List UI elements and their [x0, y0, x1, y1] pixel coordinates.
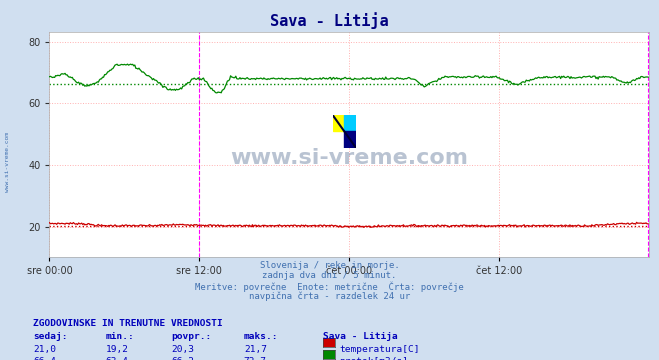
Text: zadnja dva dni / 5 minut.: zadnja dva dni / 5 minut. — [262, 271, 397, 280]
Text: www.si-vreme.com: www.si-vreme.com — [5, 132, 11, 192]
Text: Sava - Litija: Sava - Litija — [270, 13, 389, 30]
Text: ZGODOVINSKE IN TRENUTNE VREDNOSTI: ZGODOVINSKE IN TRENUTNE VREDNOSTI — [33, 319, 223, 328]
Text: www.si-vreme.com: www.si-vreme.com — [230, 148, 469, 168]
Text: maks.:: maks.: — [244, 332, 278, 341]
Text: povpr.:: povpr.: — [171, 332, 212, 341]
Bar — [344, 115, 356, 131]
Text: 21,7: 21,7 — [244, 345, 267, 354]
Text: 72,7: 72,7 — [244, 357, 267, 360]
Text: 20,3: 20,3 — [171, 345, 194, 354]
Text: Meritve: povrečne  Enote: metrične  Črta: povrečje: Meritve: povrečne Enote: metrične Črta: … — [195, 281, 464, 292]
Text: Slovenija / reke in morje.: Slovenija / reke in morje. — [260, 261, 399, 270]
Text: 63,4: 63,4 — [105, 357, 129, 360]
Bar — [344, 131, 356, 148]
Text: sedaj:: sedaj: — [33, 332, 67, 341]
Text: temperatura[C]: temperatura[C] — [339, 345, 420, 354]
Text: Sava - Litija: Sava - Litija — [323, 332, 397, 341]
Text: navpična črta - razdelek 24 ur: navpična črta - razdelek 24 ur — [249, 291, 410, 301]
Text: pretok[m3/s]: pretok[m3/s] — [339, 357, 409, 360]
Text: 66,2: 66,2 — [171, 357, 194, 360]
Bar — [333, 115, 344, 131]
Text: 21,0: 21,0 — [33, 345, 56, 354]
Text: 19,2: 19,2 — [105, 345, 129, 354]
Text: 66,4: 66,4 — [33, 357, 56, 360]
Text: min.:: min.: — [105, 332, 134, 341]
